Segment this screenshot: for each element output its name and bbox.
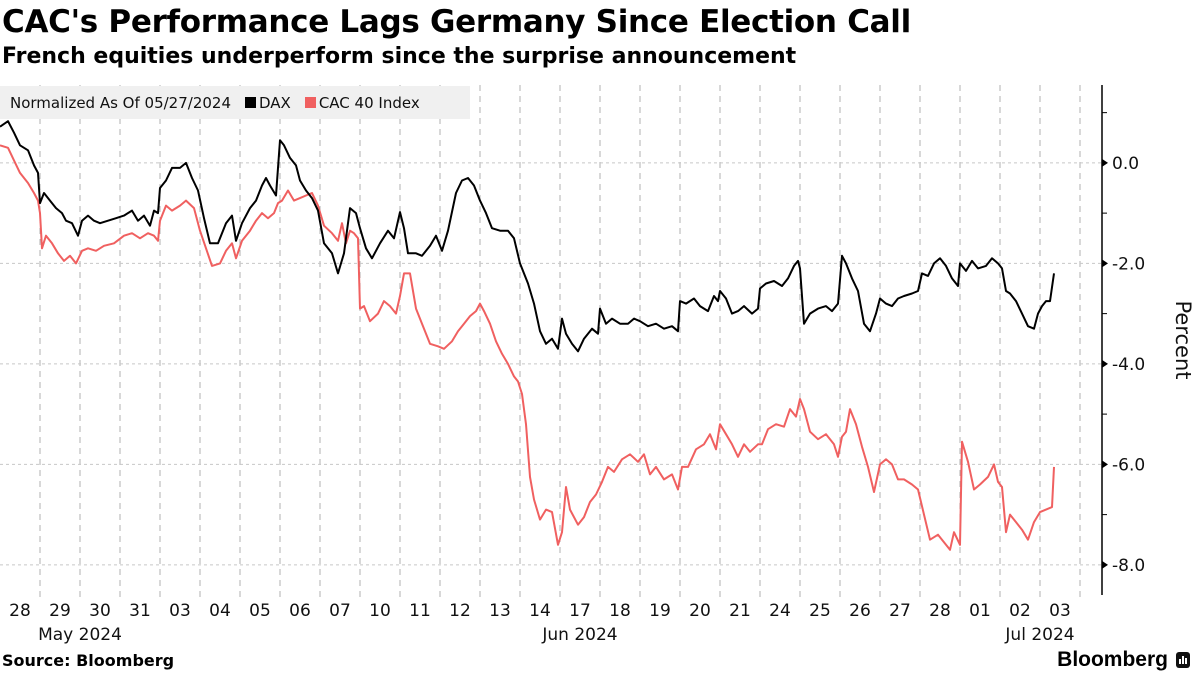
y-tick-label: 0.0 — [1112, 154, 1139, 174]
x-month-label: Jun 2024 — [541, 625, 617, 645]
y-axis-title: Percent — [1171, 300, 1195, 379]
x-tick-label: 19 — [649, 601, 671, 621]
x-tick-label: 24 — [769, 601, 791, 621]
x-tick-label: 05 — [249, 601, 271, 621]
x-tick-label: 28 — [929, 601, 951, 621]
x-tick-label: 25 — [809, 601, 831, 621]
chart-subtitle: French equities underperform since the s… — [2, 44, 797, 69]
y-axis: 0.0 -2.0 -4.0 -6.0 -8.0 Percent — [1101, 85, 1195, 595]
legend-item-dax: DAX — [231, 94, 291, 112]
y-tick-label: -8.0 — [1112, 556, 1145, 576]
x-tick-label: 04 — [209, 601, 231, 621]
series-lines — [0, 120, 1055, 551]
x-tick-label: 12 — [449, 601, 471, 621]
x-tick-label: 30 — [89, 601, 111, 621]
x-tick-label: 10 — [369, 601, 391, 621]
x-tick-label: 26 — [849, 601, 871, 621]
bloomberg-logo: Bloomberg — [1057, 648, 1190, 672]
legend-swatch-cac — [304, 97, 316, 108]
legend-note: Normalized As Of 05/27/2024 — [10, 93, 231, 112]
x-tick-label: 14 — [529, 601, 551, 621]
x-tick-label: 13 — [489, 601, 511, 621]
x-tick-label: 06 — [289, 601, 311, 621]
x-month-label: May 2024 — [38, 625, 122, 645]
y-tick-marker — [1102, 259, 1108, 268]
series-line-cac-40-index — [0, 144, 1055, 551]
legend: Normalized As Of 05/27/2024 DAX CAC 40 I… — [0, 86, 470, 119]
legend-item-cac: CAC 40 Index — [291, 94, 420, 112]
bloomberg-chart-icon — [1176, 652, 1190, 668]
x-tick-label: 29 — [49, 601, 71, 621]
x-tick-label: 21 — [729, 601, 751, 621]
y-tick-label: -2.0 — [1112, 254, 1145, 274]
y-tick-marker — [1102, 460, 1108, 469]
series-line-dax — [0, 120, 1055, 353]
x-tick-label: 18 — [609, 601, 631, 621]
y-tick-marker — [1102, 158, 1108, 167]
legend-label-cac: CAC 40 Index — [318, 93, 420, 112]
x-tick-label: 17 — [569, 601, 591, 621]
y-tick-marker — [1102, 359, 1108, 368]
brand-name: Bloomberg — [1057, 648, 1168, 671]
x-tick-label: 03 — [1049, 601, 1071, 621]
x-axis: 28 29 30 31 03 04 05 06 07 10 11 12 13 14 17 18 19 20 21 24… — [9, 601, 1074, 645]
x-tick-label: 27 — [889, 601, 911, 621]
x-tick-label: 02 — [1009, 601, 1031, 621]
x-tick-label: 01 — [969, 601, 991, 621]
x-tick-label: 11 — [409, 601, 431, 621]
chart-title: CAC's Performance Lags Germany Since Ele… — [2, 4, 911, 40]
grid — [0, 85, 1102, 600]
legend-label-dax: DAX — [259, 93, 291, 112]
x-tick-label: 03 — [169, 601, 191, 621]
x-tick-label: 07 — [329, 601, 351, 621]
x-month-label: Jul 2024 — [1004, 625, 1074, 645]
source-note: Source: Bloomberg — [2, 651, 175, 670]
y-tick-label: -4.0 — [1112, 355, 1145, 375]
x-tick-label: 31 — [129, 601, 151, 621]
x-tick-label: 28 — [9, 601, 31, 621]
x-tick-label: 20 — [689, 601, 711, 621]
y-tick-label: -6.0 — [1112, 455, 1145, 475]
y-tick-marker — [1102, 560, 1108, 569]
legend-swatch-dax — [245, 97, 256, 108]
